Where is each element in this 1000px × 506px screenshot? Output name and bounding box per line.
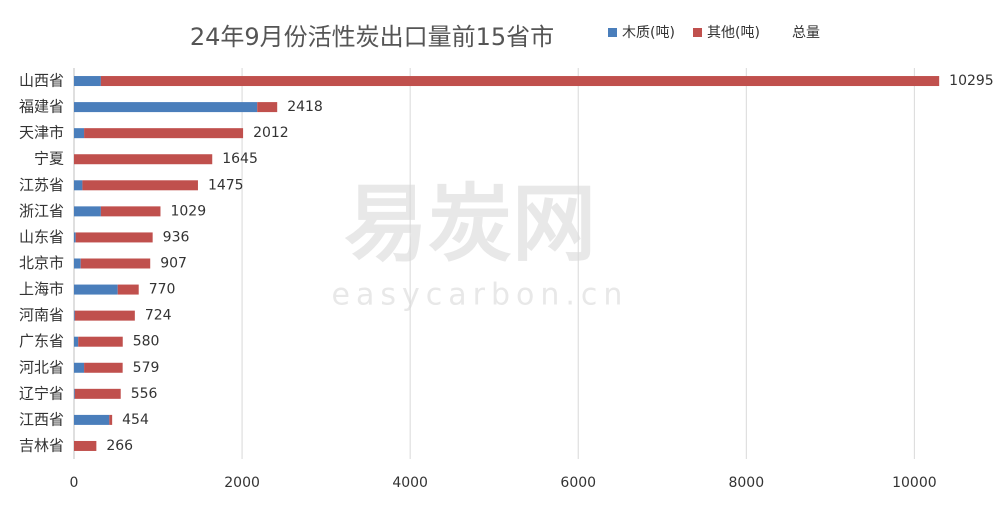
x-tick-label: 10000 xyxy=(892,475,937,491)
bar-segment xyxy=(74,414,110,425)
total-label: 579 xyxy=(133,360,160,376)
legend-swatch xyxy=(608,28,617,37)
x-tick-label: 4000 xyxy=(392,475,428,491)
bar-segment xyxy=(74,128,85,139)
bar-segment xyxy=(257,102,278,113)
bar-segment xyxy=(74,284,118,295)
x-tick-label: 0 xyxy=(70,475,79,491)
bar-segment xyxy=(75,232,153,243)
legend-label: 其他(吨) xyxy=(707,25,760,41)
bar-segment xyxy=(117,284,139,295)
total-label: 1475 xyxy=(208,177,244,193)
y-tick-label: 河北省 xyxy=(19,358,64,376)
y-tick-label: 山西省 xyxy=(19,72,64,90)
total-label: 724 xyxy=(145,308,172,324)
y-tick-label: 辽宁省 xyxy=(19,384,64,402)
bar-segment xyxy=(74,310,75,321)
bar-segment xyxy=(74,76,101,87)
bar-segment xyxy=(74,258,81,269)
x-tick-label: 6000 xyxy=(560,475,596,491)
total-label: 770 xyxy=(149,282,176,298)
bar-segment xyxy=(74,362,85,373)
bar-segment xyxy=(78,336,123,347)
x-tick-label: 2000 xyxy=(224,475,260,491)
bar-segment xyxy=(74,180,83,191)
y-tick-label: 宁夏 xyxy=(34,150,64,168)
y-tick-label: 天津市 xyxy=(19,124,64,142)
bar-segment xyxy=(74,154,213,165)
total-label: 266 xyxy=(106,438,133,454)
legend-label: 木质(吨) xyxy=(622,25,675,41)
y-tick-label: 山东省 xyxy=(19,228,64,246)
y-tick-label: 广东省 xyxy=(19,332,64,350)
bar-segment xyxy=(74,310,135,321)
bar-segment xyxy=(74,232,76,243)
x-tick-label: 8000 xyxy=(728,475,764,491)
total-label: 454 xyxy=(122,412,149,428)
bar-segment xyxy=(100,206,161,217)
total-label: 556 xyxy=(131,386,158,402)
y-tick-label: 江西省 xyxy=(19,410,64,428)
y-tick-label: 浙江省 xyxy=(19,202,64,220)
chart-title: 24年9月份活性炭出口量前15省市 xyxy=(190,23,554,51)
y-tick-label: 河南省 xyxy=(19,306,64,324)
total-label: 1029 xyxy=(170,203,206,219)
bar-segment xyxy=(74,388,75,399)
bar-segment xyxy=(82,180,198,191)
y-tick-label: 江苏省 xyxy=(19,176,64,194)
watermark-url: easycarbon.cn xyxy=(332,278,629,313)
y-tick-label: 吉林省 xyxy=(19,436,64,454)
bar-segment xyxy=(74,388,121,399)
bar-segment xyxy=(74,206,101,217)
total-label: 10295 xyxy=(949,73,994,89)
total-label: 907 xyxy=(160,256,187,272)
y-tick-label: 福建省 xyxy=(19,98,64,116)
total-label: 2418 xyxy=(287,99,323,115)
bar-segment xyxy=(80,258,151,269)
bar-segment xyxy=(109,414,113,425)
bar-segment xyxy=(74,440,97,451)
bar-segment xyxy=(74,336,79,347)
bar-segment xyxy=(100,76,940,87)
total-label: 2012 xyxy=(253,125,289,141)
y-tick-label: 北京市 xyxy=(19,254,64,272)
bar-segment xyxy=(84,128,244,139)
y-tick-label: 上海市 xyxy=(19,280,64,298)
total-label: 580 xyxy=(133,334,160,350)
total-label: 936 xyxy=(163,229,190,245)
legend-label: 总量 xyxy=(792,25,820,41)
bar-segment xyxy=(84,362,123,373)
total-label: 1645 xyxy=(222,151,258,167)
watermark-name: 易炭网 xyxy=(344,175,596,273)
legend-swatch xyxy=(693,28,702,37)
bar-segment xyxy=(74,102,258,113)
